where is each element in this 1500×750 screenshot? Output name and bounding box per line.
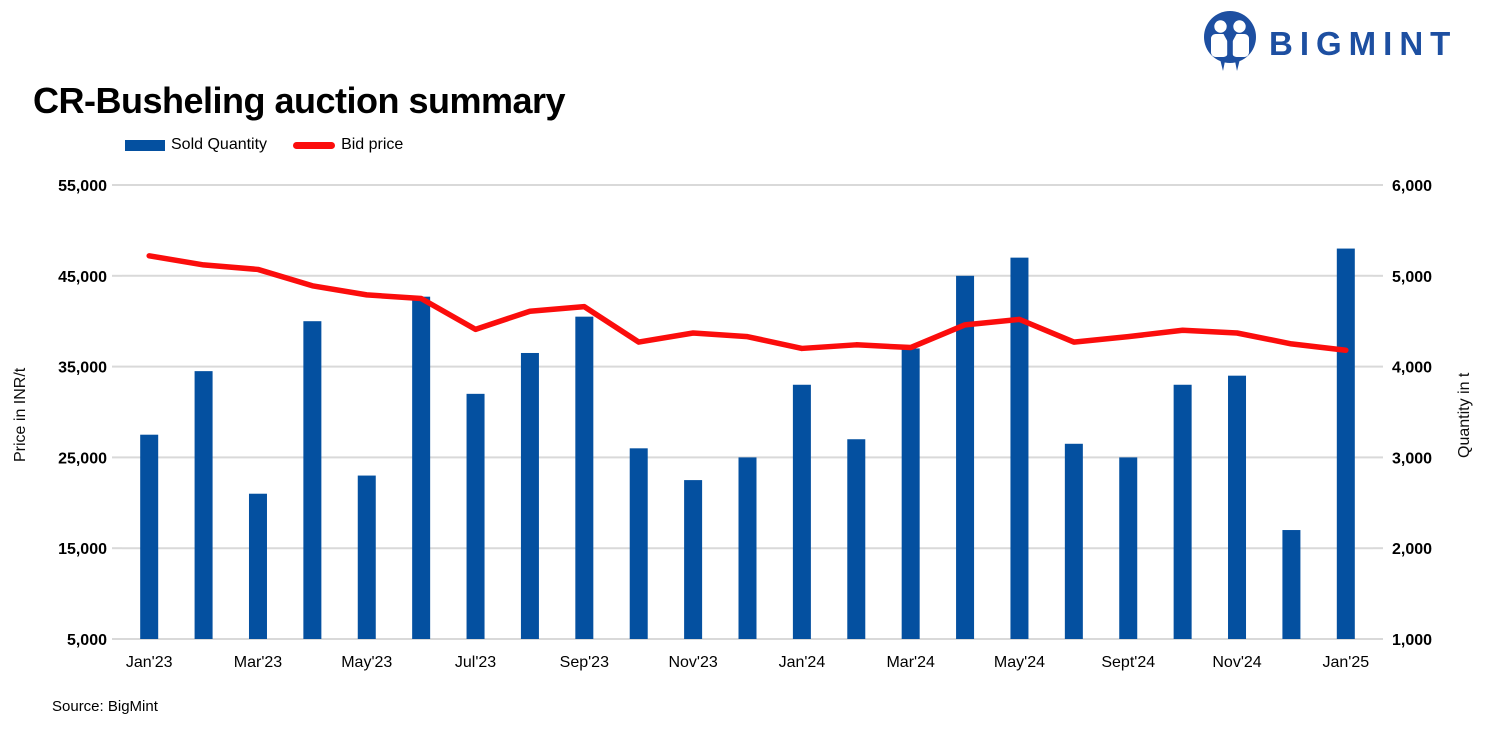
source-note: Source: BigMint <box>52 698 158 715</box>
bar-Apr'24 <box>956 275 975 639</box>
chart-legend: Sold Quantity Bid price <box>125 136 403 154</box>
x-axis-tick-label: Mar'23 <box>234 654 283 671</box>
bar-May'23 <box>357 475 376 639</box>
bigmint-logo: BIGMINT <box>1203 10 1457 77</box>
left-axis-tick-label: 5,000 <box>67 632 107 649</box>
x-axis-tick-label: Jul'23 <box>455 654 496 671</box>
x-axis-tick-label: Jan'24 <box>779 654 826 671</box>
x-axis-tick-label: Mar'24 <box>886 654 935 671</box>
right-axis-tick-label: 2,000 <box>1392 541 1432 558</box>
legend-item-sold-quantity: Sold Quantity <box>125 136 267 154</box>
right-axis-tick-label: 1,000 <box>1392 632 1432 649</box>
bar-Jan'24 <box>792 384 811 639</box>
bar-May'24 <box>1010 257 1029 639</box>
bigmint-logo-text: BIGMINT <box>1269 24 1458 62</box>
left-axis-tick-label: 45,000 <box>58 269 107 286</box>
bar-Oct'24 <box>1173 384 1192 639</box>
bar-Mar'24 <box>901 348 920 639</box>
bar-Nov'24 <box>1228 375 1247 639</box>
bar-Aug'23 <box>520 352 539 639</box>
bar-Feb'23 <box>194 371 213 639</box>
bar-Oct'23 <box>629 448 648 639</box>
x-axis-tick-label: Nov'24 <box>1212 654 1261 671</box>
legend-label-bid-price: Bid price <box>341 136 404 153</box>
right-axis-tick-label: 5,000 <box>1392 269 1432 286</box>
legend-label-sold-quantity: Sold Quantity <box>171 136 268 153</box>
x-axis-tick-label: Jan'23 <box>126 654 173 671</box>
bigmint-logo-icon <box>1203 10 1257 77</box>
bar-Feb'24 <box>847 439 866 639</box>
right-axis-tick-label: 4,000 <box>1392 360 1432 377</box>
x-axis-tick-label: Jan'25 <box>1322 654 1369 671</box>
bar-Sep'23 <box>575 316 594 639</box>
bid-price-line <box>146 253 1349 354</box>
x-axis-tick-label: Sep'23 <box>560 654 609 671</box>
left-axis-tick-label: 25,000 <box>58 450 107 467</box>
x-axis-tick-label: May'23 <box>341 654 392 671</box>
x-axis-tick-label: Nov'23 <box>668 654 717 671</box>
right-axis-tick-label: 3,000 <box>1392 450 1432 467</box>
bar-Mar'23 <box>248 493 267 639</box>
bar-Jul'23 <box>466 393 485 639</box>
legend-item-bid-price: Bid price <box>293 136 403 154</box>
left-axis-tick-label: 35,000 <box>58 360 107 377</box>
bar-Sept'24 <box>1119 457 1138 639</box>
bar-Dec'24 <box>1282 530 1301 639</box>
bar-Dec'23 <box>738 457 757 639</box>
bar-Jul'24 <box>1064 443 1083 639</box>
bar-Jan'23 <box>140 434 159 639</box>
right-axis-tick-label: 6,000 <box>1392 178 1432 195</box>
bid-price-swatch-icon <box>293 141 336 149</box>
left-axis-tick-label: 15,000 <box>58 541 107 558</box>
sold-quantity-swatch-icon <box>125 139 165 151</box>
bar-Jan'25 <box>1336 248 1355 639</box>
bar-Nov'23 <box>684 480 703 639</box>
bar-Apr'23 <box>303 321 322 639</box>
left-axis-tick-label: 55,000 <box>58 178 107 195</box>
x-axis-tick-label: May'24 <box>994 654 1045 671</box>
bar-Jun'23 <box>412 296 431 639</box>
x-axis-tick-label: Sept'24 <box>1101 654 1155 671</box>
page-title: CR-Busheling auction summary <box>33 80 566 122</box>
